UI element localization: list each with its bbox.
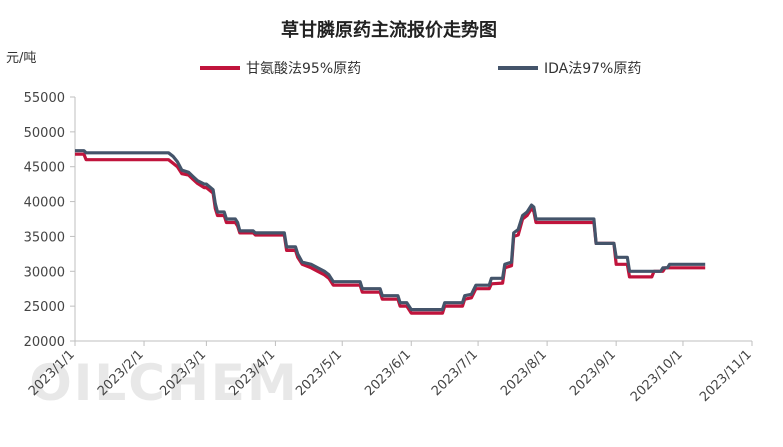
legend: 甘氨酸法95%原药 IDA法97%原药 <box>200 61 641 77</box>
y-tick-label: 55000 <box>24 91 65 106</box>
series-line <box>75 152 706 315</box>
y-tick-label: 20000 <box>24 335 65 350</box>
y-tick-label: 25000 <box>24 300 65 315</box>
x-tick-label: 2023/5/1 <box>293 347 345 399</box>
axes: 20000 25000 30000 35000 40000 45000 50000 55000… <box>24 91 755 405</box>
chart-title: 草甘膦原药主流报价走势图 <box>281 19 497 41</box>
y-tick-label: 40000 <box>24 196 65 211</box>
y-tick-label: 50000 <box>24 126 65 141</box>
x-tick-label: 2023/9/1 <box>567 347 619 399</box>
watermark: OILCHEM <box>29 354 298 412</box>
y-unit-label: 元/吨 <box>6 51 36 66</box>
legend-label: 甘氨酸法95%原药 <box>246 61 361 77</box>
series-line <box>75 149 706 312</box>
x-tick-label: 2023/6/1 <box>362 347 414 399</box>
x-tick-label: 2023/10/1 <box>628 347 686 405</box>
x-tick-label: 2023/11/1 <box>697 347 755 405</box>
x-tick-label: 2023/8/1 <box>498 347 550 399</box>
y-tick-label: 45000 <box>24 161 65 176</box>
legend-label: IDA法97%原药 <box>544 61 641 77</box>
series-layer <box>75 149 706 315</box>
y-tick-label: 30000 <box>24 265 65 280</box>
x-tick-label: 2023/7/1 <box>429 347 481 399</box>
y-tick-label: 35000 <box>24 230 65 245</box>
